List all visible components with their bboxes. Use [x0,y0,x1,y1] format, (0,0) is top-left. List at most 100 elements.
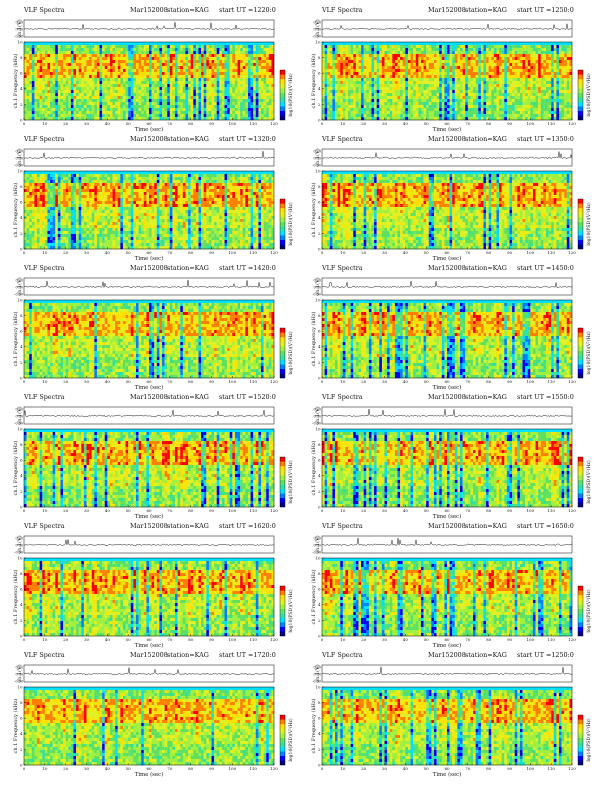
heatmap-cell [112,114,116,118]
heatmap-cell [240,54,243,58]
heatmap-cell [475,72,479,76]
heatmap-cell [335,93,338,97]
heatmap-cell [60,111,64,115]
heatmap-cell [480,42,484,46]
heatmap-cell [73,84,77,88]
heatmap-cell [361,99,364,103]
heatmap-cell [564,84,567,88]
heatmap-cell [96,114,100,118]
heatmap-cell [70,99,74,103]
heatmap-cell [553,60,557,64]
heatmap-cell [358,111,362,115]
heatmap-cell [203,99,207,103]
heatmap-cell [418,63,422,67]
heatmap-cell [258,108,262,112]
heatmap-cell [94,66,98,70]
heatmap-cell [431,69,435,73]
heatmap-cell [211,69,215,73]
heatmap-cell [109,42,113,46]
heatmap-cell [63,108,66,112]
heatmap-cell [221,117,225,121]
heatmap-cell [156,93,160,97]
heatmap-cell [447,66,450,70]
heatmap-cell [345,93,349,97]
heatmap-cell [329,93,333,97]
heatmap-cell [65,93,69,97]
heatmap-cell [465,84,468,88]
heatmap-cell [224,96,228,100]
heatmap-cell [322,93,325,97]
heatmap-cell [102,114,105,118]
heatmap-cell [234,54,238,58]
heatmap-cell [460,60,463,64]
heatmap-cell [342,111,346,115]
heatmap-cell [371,99,375,103]
heatmap-cell [540,63,544,67]
heatmap-cell [525,72,528,76]
heatmap-cell [348,75,351,79]
heatmap-cell [60,105,64,109]
heatmap-cell [47,78,51,82]
heatmap-cell [486,42,489,46]
heatmap-cell [65,105,69,109]
heatmap-cell [237,81,241,85]
heatmap-cell [561,45,565,49]
heatmap-cell [89,42,92,46]
heatmap-cell [26,45,30,49]
heatmap-cell [253,111,256,115]
heatmap-cell [551,72,554,76]
heatmap-cell [149,78,152,82]
heatmap-cell [551,66,554,70]
heatmap-cell [255,105,259,109]
heatmap-cell [86,60,90,64]
heatmap-cell [221,114,225,118]
heatmap-cell [164,57,168,61]
heatmap-cell [68,102,72,106]
heatmap-cell [99,78,103,82]
heatmap-cell [342,45,346,49]
heatmap-cell [491,60,495,64]
heatmap-cell [188,51,191,55]
heatmap-cell [376,102,380,106]
heatmap-cell [530,57,534,61]
heatmap-cell [247,78,251,82]
heatmap-cell [229,54,233,58]
heatmap-cell [460,66,463,70]
heatmap-cell [102,105,105,109]
heatmap-cell [431,78,435,82]
heatmap-cell [29,72,32,76]
heatmap-cell [509,66,513,70]
heatmap-cell [493,102,497,106]
heatmap-cell [337,108,341,112]
heatmap-cell [109,102,113,106]
heatmap-cell [389,63,393,67]
heatmap-cell [553,102,557,106]
heatmap-cell [569,54,573,58]
heatmap-cell [128,111,131,115]
heatmap-cell [538,96,541,100]
heatmap-cell [65,96,69,100]
heatmap-cell [154,114,157,118]
heatmap-cell [348,87,351,91]
heatmap-cell [564,66,567,70]
heatmap-cell [324,93,328,97]
heatmap-cell [255,78,259,82]
heatmap-cell [198,45,202,49]
heatmap-cell [266,63,269,67]
heatmap-cell [190,84,194,88]
heatmap-cell [70,45,74,49]
heatmap-cell [342,60,346,64]
heatmap-cell [486,111,489,115]
heatmap-cell [329,63,333,67]
heatmap-cell [57,96,61,100]
heatmap-cell [387,69,390,73]
heatmap-cell [358,48,362,52]
heatmap-cell [530,114,534,118]
heatmap-cell [543,45,547,49]
heatmap-cell [99,99,103,103]
heatmap-cell [540,105,544,109]
heatmap-cell [44,114,48,118]
heatmap-cell [227,45,230,49]
heatmap-cell [232,57,236,61]
heatmap-cell [405,81,409,85]
